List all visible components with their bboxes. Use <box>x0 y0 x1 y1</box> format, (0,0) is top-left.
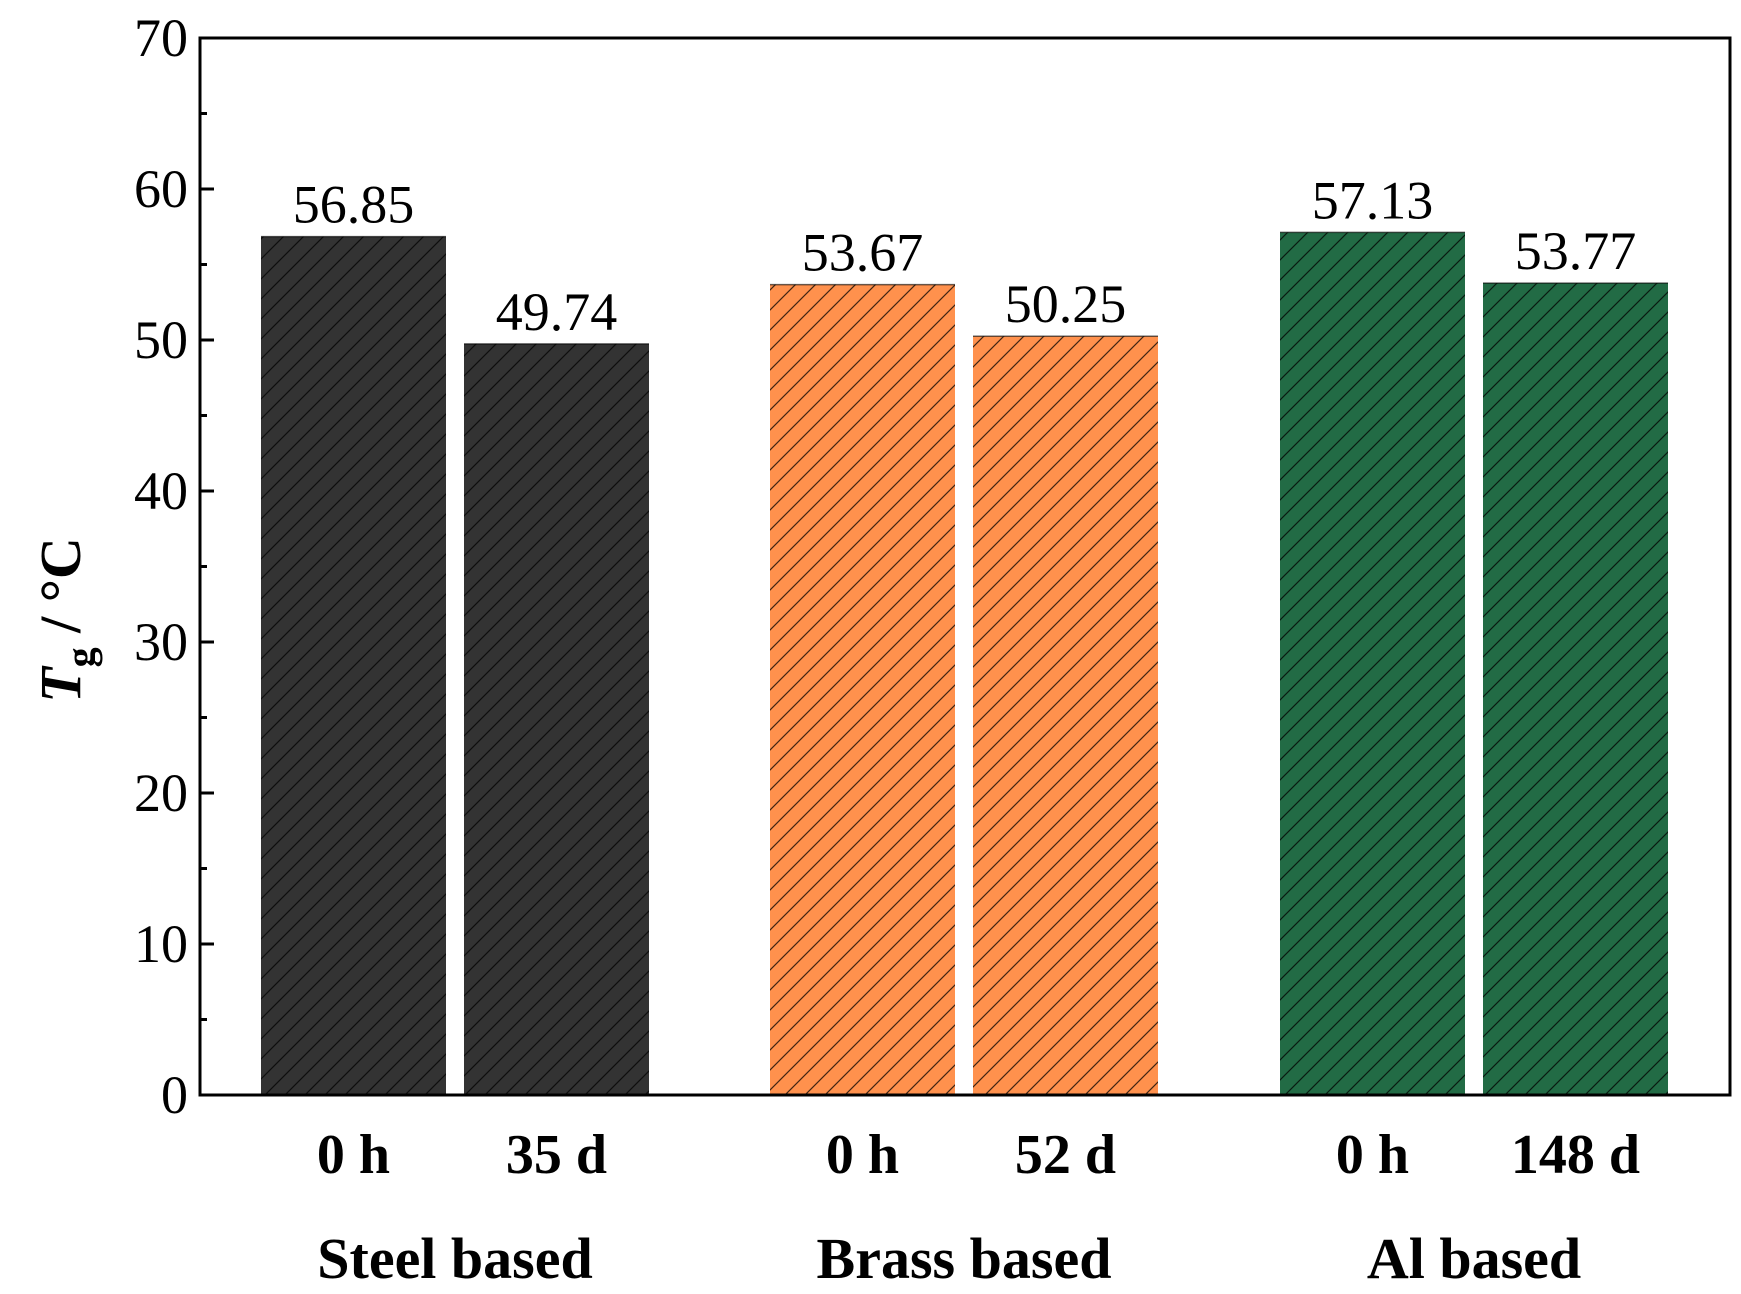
bar-category-label-0-0: 0 h <box>317 1124 390 1186</box>
y-tick-label-5: 50 <box>134 310 188 370</box>
bars-layer <box>261 231 1668 1096</box>
bar-value-label-2-0: 57.13 <box>1312 170 1434 230</box>
bar-hatch-1-1 <box>973 336 1158 1096</box>
bar-hatch-0-1 <box>464 343 649 1095</box>
y-axis-label-main: T <box>28 665 93 703</box>
group-label-1: Brass based <box>817 1226 1112 1291</box>
bar-hatch-1-0 <box>770 284 955 1095</box>
bar-value-label-2-1: 53.77 <box>1515 221 1637 281</box>
bar-value-label-1-1: 50.25 <box>1005 274 1127 334</box>
bar-value-label-1-0: 53.67 <box>802 223 924 283</box>
group-label-0: Steel based <box>317 1226 593 1291</box>
bar-category-label-1-0: 0 h <box>826 1124 899 1186</box>
bar-value-label-0-0: 56.85 <box>293 175 415 235</box>
bar-hatch-2-1 <box>1483 283 1668 1095</box>
y-tick-label-1: 10 <box>134 914 188 974</box>
y-tick-label-6: 60 <box>134 159 188 219</box>
labels-layer: 56.85 0 h 49.74 35 d Steel based 53.67 0 h 50.2… <box>134 8 1640 1291</box>
y-axis-label-rest: / °C <box>28 537 93 647</box>
y-tick-label-2: 20 <box>134 763 188 823</box>
y-tick-label-0: 0 <box>161 1065 188 1125</box>
bar-category-label-2-0: 0 h <box>1336 1124 1409 1186</box>
y-tick-label-3: 30 <box>134 612 188 672</box>
bar-hatch-2-0 <box>1280 232 1465 1095</box>
bar-hatch-0-0 <box>261 236 446 1095</box>
bar-value-label-0-1: 49.74 <box>496 282 618 342</box>
y-tick-label-7: 70 <box>134 8 188 68</box>
bar-category-label-1-1: 52 d <box>1015 1124 1116 1186</box>
axis-layer <box>198 36 1732 1097</box>
y-axis-label: Tg / °C <box>28 537 103 703</box>
bar-category-label-2-1: 148 d <box>1511 1124 1640 1186</box>
y-tick-label-4: 40 <box>134 461 188 521</box>
y-axis-label-sub: g <box>58 647 103 667</box>
group-label-2: Al based <box>1367 1226 1581 1291</box>
bar-category-label-0-1: 35 d <box>506 1124 607 1186</box>
